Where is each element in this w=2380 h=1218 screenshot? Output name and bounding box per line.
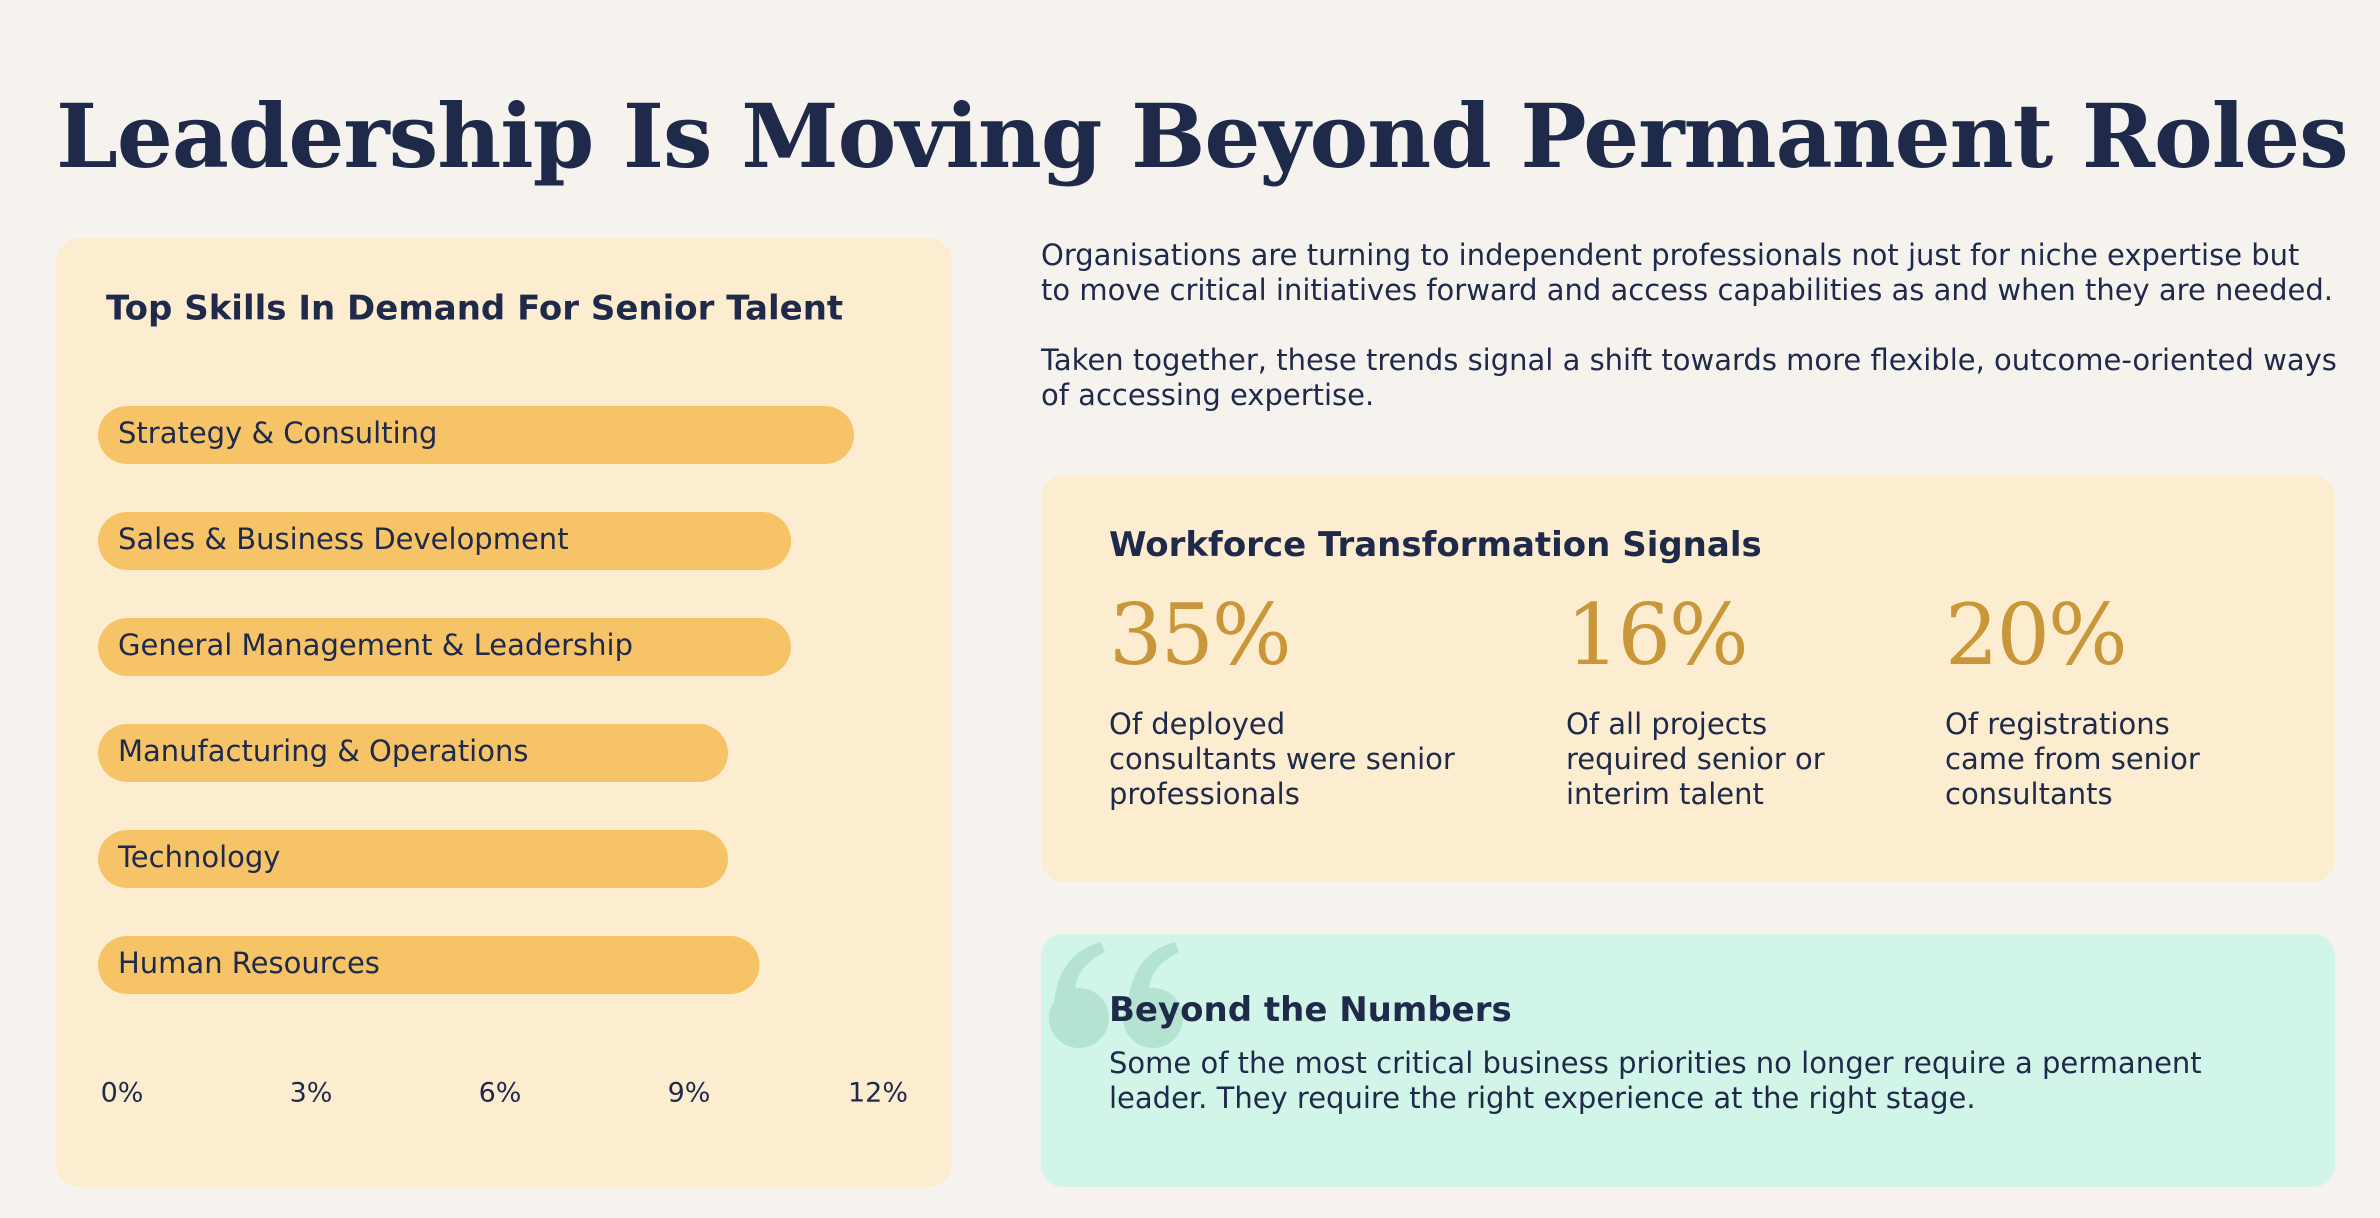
bar-label: Technology <box>117 840 280 874</box>
signals-heading: Workforce Transformation Signals <box>1109 525 1762 565</box>
skills-panel: Top Skills In Demand For Senior Talent S… <box>56 238 952 1187</box>
quote-panel: Beyond the Numbers Some of the most crit… <box>1041 934 2335 1187</box>
stat-line: came from senior <box>1945 742 2200 776</box>
stat: 35% Of deployed consultants were senior pro… <box>1109 593 1455 812</box>
stat-line: required senior or <box>1566 742 1825 776</box>
stat-line: consultants <box>1945 777 2113 811</box>
x-tick-label: 9% <box>668 1078 711 1109</box>
bar <box>98 406 854 464</box>
quote-text: Some of the most critical business prior… <box>1109 1046 2202 1116</box>
x-tick-label: 6% <box>479 1078 522 1109</box>
stat-value: 16% <box>1566 586 1749 684</box>
bar-label: Manufacturing & Operations <box>118 734 528 768</box>
x-tick-label: 12% <box>848 1078 908 1109</box>
stat: 16% Of all projects required senior or inte… <box>1566 593 1825 812</box>
stat-text: Of deployed consultants were senior profes… <box>1109 707 1455 812</box>
quote-icon <box>1049 942 1183 1048</box>
bar <box>98 618 791 676</box>
bar <box>98 830 728 888</box>
stat-line: interim talent <box>1566 777 1764 811</box>
stat-line: consultants were senior <box>1109 742 1455 776</box>
stat-line: Of deployed <box>1109 707 1286 741</box>
stat-text: Of all projects required senior or interim… <box>1566 707 1825 812</box>
stat: 20% Of registrations came from senior consu… <box>1945 593 2200 812</box>
intro-paragraph: Taken together, these trends signal a sh… <box>1041 343 2341 413</box>
quote-line: leader. They require the right experienc… <box>1109 1081 1976 1115</box>
page-title: Leadership Is Moving Beyond Permanent Ro… <box>56 84 2349 188</box>
signals-panel: Workforce Transformation Signals 35% Of d… <box>1041 475 2335 882</box>
stat-value: 35% <box>1109 586 1292 684</box>
quote-heading: Beyond the Numbers <box>1109 990 1512 1030</box>
bar-label: Sales & Business Development <box>118 522 569 556</box>
stat-value: 20% <box>1945 586 2128 684</box>
bar <box>98 512 791 570</box>
intro-line: of accessing expertise. <box>1041 378 1375 412</box>
stat-line: Of registrations <box>1945 707 2170 741</box>
x-tick-label: 3% <box>290 1078 333 1109</box>
quote-line: Some of the most critical business prior… <box>1109 1046 2202 1080</box>
x-tick-label: 0% <box>101 1078 144 1109</box>
bar <box>98 724 728 782</box>
intro-line: to move critical initiatives forward and… <box>1041 273 2333 307</box>
bar-label: General Management & Leadership <box>118 628 633 662</box>
stat-line: professionals <box>1109 777 1300 811</box>
bar-label: Strategy & Consulting <box>118 416 437 450</box>
intro-line: Organisations are turning to independent… <box>1041 238 2300 272</box>
chart-title: Top Skills In Demand For Senior Talent <box>106 289 843 329</box>
bar <box>98 936 760 994</box>
intro-paragraph: Organisations are turning to independent… <box>1041 238 2341 308</box>
stat-text: Of registrations came from senior consulta… <box>1945 707 2200 812</box>
intro: Organisations are turning to independent… <box>1041 238 2341 448</box>
stat-line: Of all projects <box>1566 707 1768 741</box>
chart: Top Skills In Demand For Senior Talent S… <box>98 289 908 1109</box>
intro-line: Taken together, these trends signal a sh… <box>1041 343 2337 377</box>
bar-label: Human Resources <box>118 946 380 980</box>
